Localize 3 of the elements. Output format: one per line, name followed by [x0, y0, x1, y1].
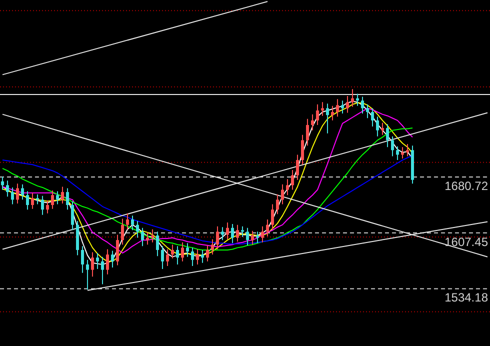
y-tick-label: 1680.72: [444, 179, 488, 194]
y-tick-label: 1607.45: [444, 234, 488, 249]
y-tick-label: 1534.18: [444, 290, 488, 305]
